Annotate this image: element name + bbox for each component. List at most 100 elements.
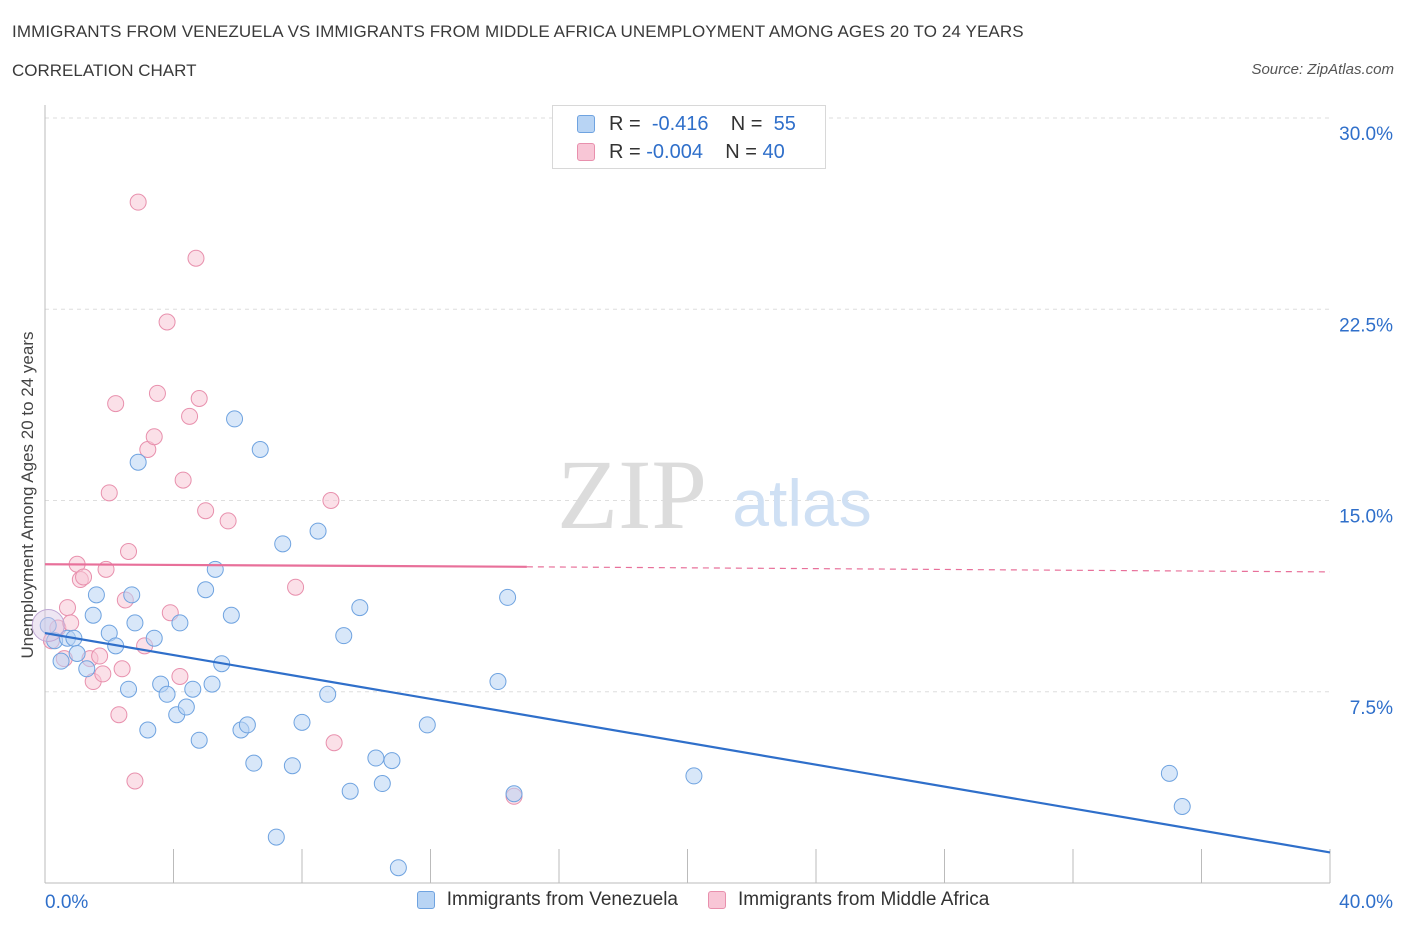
venezuela-point-34 [267, 828, 285, 846]
grid-lines [45, 117, 1330, 693]
middle-africa-point-20 [129, 193, 147, 211]
venezuela-point-53 [1173, 798, 1191, 815]
middle-africa-point-11 [94, 665, 112, 683]
legend-r-label-2: R = [609, 140, 641, 163]
middle-africa-point-7 [75, 568, 93, 586]
venezuela-point-52 [1160, 764, 1178, 782]
middle-africa-point-36 [325, 734, 343, 752]
venezuela-point-48 [489, 673, 507, 691]
venezuela-point-44 [373, 775, 391, 793]
venezuela-point-16 [145, 629, 163, 647]
legend-item-middle-africa: Immigrants from Middle Africa [707, 889, 990, 911]
middle-africa-point-13 [100, 484, 118, 502]
venezuela-point-35 [274, 535, 292, 553]
cluster-point [31, 608, 65, 642]
legend-row-middle-africa: R = -0.004 N = 40 [577, 139, 785, 165]
venezuela-point-14 [129, 453, 147, 471]
y-tick-label-1: 15.0% [1339, 507, 1393, 528]
venezuela-point-37 [293, 713, 311, 731]
middle-africa-point-24 [148, 384, 166, 402]
middle-africa-point-25 [158, 313, 176, 331]
legend-n-value-1: 55 [773, 112, 796, 135]
venezuela-point-43 [367, 749, 385, 767]
legend-label-venezuela: Immigrants from Venezuela [446, 889, 678, 910]
venezuela-point-24 [197, 581, 215, 599]
legend-label-middle-africa: Immigrants from Middle Africa [737, 889, 990, 910]
venezuela-point-38 [309, 522, 327, 540]
venezuela-point-6 [78, 660, 96, 678]
venezuela-point-49 [499, 588, 517, 606]
legend-r-value-1: -0.416 [651, 112, 709, 135]
venezuela-point-11 [120, 680, 138, 698]
middle-africa-point-35 [322, 492, 340, 509]
stats-legend: R = -0.416 N = 55 R = -0.004 N = 40 [552, 105, 826, 169]
watermark-zip: ZIP [557, 439, 707, 550]
venezuela-point-39 [319, 685, 337, 703]
middle-africa-point-15 [110, 706, 128, 724]
middle-africa-point-27 [171, 667, 189, 685]
venezuela-point-29 [226, 410, 244, 428]
venezuela-point-13 [126, 614, 144, 632]
chart-title: IMMIGRANTS FROM VENEZUELA VS IMMIGRANTS … [12, 22, 1024, 41]
middle-africa-trend-line [44, 563, 527, 568]
legend-n-label-2: N = [725, 140, 757, 163]
venezuela-trend-line [44, 632, 1331, 854]
venezuela-point-33 [251, 441, 269, 458]
legend-swatch-blue [577, 115, 595, 133]
chart-subtitle: CORRELATION CHART [12, 61, 197, 80]
middle-africa-point-10 [91, 647, 109, 665]
venezuela-point-18 [158, 685, 176, 703]
y-tick-label-3: 30.0% [1339, 124, 1393, 145]
middle-africa-point-29 [181, 407, 199, 425]
legend-swatch-venezuela [416, 891, 435, 909]
source-credit: Source: ZipAtlas.com [1251, 61, 1394, 78]
y-tick-label-0: 7.5% [1350, 698, 1393, 719]
venezuela-point-26 [206, 560, 224, 578]
legend-n-label-1: N = [730, 112, 763, 135]
middle-africa-point-31 [190, 390, 208, 407]
legend-r-value-2: -0.004 [646, 140, 703, 163]
trend-lines [44, 563, 1331, 854]
venezuela-point-22 [184, 680, 202, 698]
venezuela-point-20 [171, 614, 189, 632]
y-tick-label-2: 22.5% [1339, 315, 1393, 336]
venezuela-point-15 [139, 721, 157, 739]
legend-swatch-pink [577, 143, 595, 161]
venezuela-point-32 [245, 754, 263, 772]
x-tick-label-1: 40.0% [1339, 892, 1393, 913]
series-legend: Immigrants from Venezuela Immigrants fro… [0, 889, 1406, 911]
middle-africa-point-33 [219, 512, 237, 530]
venezuela-point-50 [505, 785, 523, 803]
venezuela-point-2 [52, 652, 70, 670]
x-tick-label-0: 0.0% [45, 892, 88, 913]
legend-row-venezuela: R = -0.416 N = 55 [577, 111, 796, 137]
venezuela-point-40 [335, 627, 353, 645]
venezuela-point-12 [123, 586, 141, 604]
series-middle-africa-points [42, 193, 523, 805]
x-tick-labels: 0.0% 40.0% [45, 892, 1393, 913]
middle-africa-point-32 [197, 502, 215, 520]
legend-n-value-2: 40 [762, 140, 785, 163]
legend-swatch-middle-africa [707, 891, 726, 909]
venezuela-point-8 [87, 586, 105, 604]
middle-africa-trend-extension [526, 566, 1331, 573]
venezuela-point-23 [190, 731, 208, 749]
legend-item-venezuela: Immigrants from Venezuela [416, 889, 678, 911]
venezuela-point-28 [222, 606, 240, 624]
venezuela-point-25 [203, 675, 221, 693]
middle-africa-point-16 [113, 660, 131, 678]
venezuela-point-45 [383, 752, 401, 770]
venezuela-point-31 [238, 716, 256, 734]
watermark: ZIP atlas [557, 439, 872, 550]
venezuela-point-51 [685, 767, 703, 785]
middle-africa-point-28 [174, 471, 192, 489]
middle-africa-point-3 [58, 599, 76, 617]
venezuela-point-36 [283, 757, 301, 775]
venezuela-point-5 [68, 645, 86, 662]
middle-africa-point-19 [126, 772, 144, 790]
venezuela-point-47 [418, 716, 436, 734]
middle-africa-point-23 [145, 428, 163, 446]
middle-africa-point-34 [287, 578, 305, 596]
middle-africa-point-18 [120, 543, 138, 560]
